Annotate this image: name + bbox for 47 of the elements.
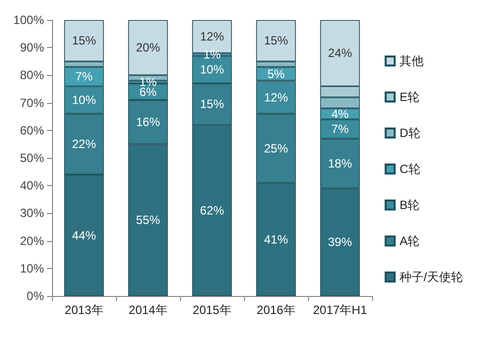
data-label: 44% [72,228,96,242]
data-label: 10% [200,62,224,77]
legend-label: A轮 [400,234,420,248]
data-label: 12% [200,30,224,44]
data-label: 10% [72,93,96,108]
data-label: 25% [264,141,288,156]
x-tick-label: 2015年 [192,303,232,317]
legend-label: 种子/天使轮 [400,270,464,284]
data-label: 22% [72,137,96,152]
data-label: 1% [203,48,221,62]
data-label: 15% [264,34,288,48]
legend-label: E轮 [400,90,420,104]
y-tick-label: 50% [20,151,44,165]
data-label: 55% [136,213,160,228]
legend-label: 其他 [400,54,424,68]
y-tick-label: 60% [20,123,44,138]
data-label: 6% [139,84,157,99]
data-label: 20% [136,40,160,55]
data-label: 5% [267,66,285,81]
x-tick-label: 2016年 [256,303,296,317]
y-tick-label: 20% [20,234,44,248]
data-label: 15% [200,97,224,112]
y-tick-label: 30% [20,206,44,220]
y-tick-label: 90% [20,40,44,55]
data-label: 39% [328,235,352,250]
y-tick-label: 80% [20,68,44,82]
data-label: 41% [264,232,288,246]
data-label: 24% [328,46,352,60]
data-label: 62% [200,203,224,218]
y-tick-label: 100% [13,13,44,27]
data-label: 16% [136,115,160,130]
x-tick-label: 2017年H1 [312,303,368,317]
legend-label: B轮 [400,198,420,212]
x-tick-label: 2013年 [64,303,104,317]
y-tick-label: 70% [20,96,44,110]
data-label: 12% [264,90,288,104]
data-label: 4% [331,106,349,121]
legend-label: D轮 [400,126,420,140]
data-label: 7% [75,70,93,84]
y-tick-label: 40% [20,178,44,193]
x-tick-label: 2014年 [128,303,168,317]
legend-label: C轮 [400,162,420,176]
y-tick-label: 0% [26,289,44,303]
data-label: 18% [328,156,352,171]
data-label: 7% [331,122,349,136]
data-label: 15% [72,34,96,48]
y-tick-label: 10% [20,261,44,276]
